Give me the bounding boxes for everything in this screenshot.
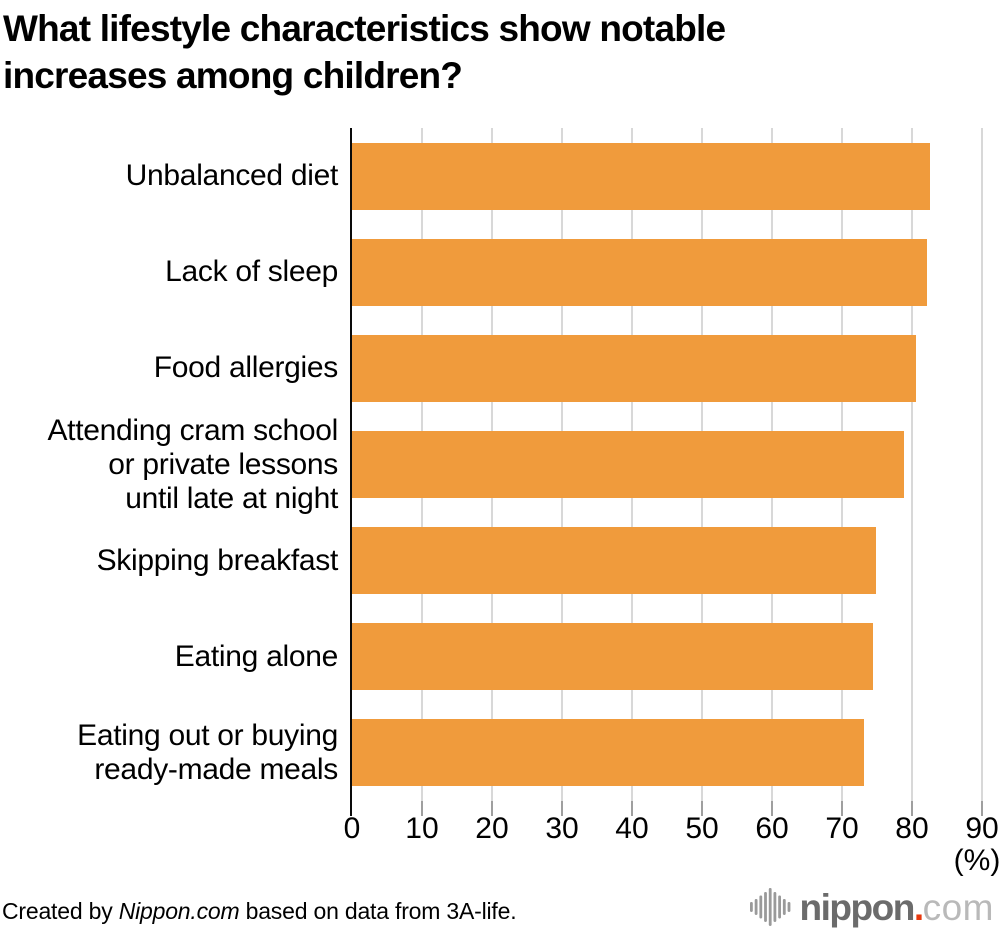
logo-red-dot: . (913, 886, 924, 928)
chart-title: What lifestyle characteristics show nota… (3, 8, 726, 96)
logo-wordmark: nippon. com (800, 889, 994, 926)
tick-mark (841, 801, 843, 816)
bar (352, 238, 928, 306)
tick-label: 40 (615, 812, 649, 845)
credit-suffix: based on data from 3A-life. (239, 898, 517, 924)
gridline (981, 128, 983, 801)
tick-mark (701, 801, 703, 816)
bar (352, 334, 917, 402)
tick-mark (560, 801, 563, 816)
bar (352, 142, 930, 210)
tick-label: 50 (685, 812, 719, 845)
category-label: Unbalanced diet (125, 159, 339, 193)
x-axis-ticks (352, 801, 983, 816)
x-axis-tick-labels: 0 10 20 30 40 50 60 70 80 90 (344, 812, 999, 846)
tick-mark (630, 801, 633, 816)
bar (352, 719, 864, 787)
logo-text-com: com (922, 886, 994, 928)
tick-label: 0 (343, 812, 361, 845)
tick-mark (910, 801, 913, 816)
category-label: Food allergies (153, 351, 339, 385)
tick-mark (981, 801, 983, 816)
tick-label: 20 (475, 812, 509, 845)
logo-text-nippon: nippon (799, 886, 916, 928)
bar (352, 431, 904, 498)
credit-prefix: Created by (2, 898, 119, 924)
category-label: Lack of sleep (165, 255, 338, 289)
gridline (910, 128, 913, 801)
category-label: Skipping breakfast (96, 543, 339, 577)
tick-label: 10 (405, 812, 439, 845)
category-label: Eating alone (174, 639, 339, 673)
tick-mark (420, 801, 423, 816)
plot-area (349, 128, 983, 816)
bar (352, 623, 873, 691)
x-axis-unit-label: (%) (953, 844, 1000, 877)
tick-label: 90 (965, 812, 999, 845)
nippon-logo: nippon. com (749, 882, 994, 932)
tick-label: 70 (825, 812, 859, 845)
tick-label: 80 (895, 812, 929, 845)
credit-line: Created by Nippon.com based on data from… (2, 898, 517, 925)
soundwave-logo-icon (749, 888, 790, 926)
credit-source: Nippon.com (118, 898, 240, 924)
tick-mark (490, 801, 493, 816)
tick-label: 30 (545, 812, 579, 845)
bar (352, 527, 876, 595)
category-labels: Unbalanced diet Lack of sleep Food allergi… (0, 128, 338, 801)
tick-label: 60 (755, 812, 789, 845)
category-label: Eating out or buying ready-made meals (77, 718, 338, 786)
tick-mark (770, 801, 773, 816)
category-label: Attending cram school or private lessons… (47, 413, 338, 515)
y-axis-line (349, 128, 352, 816)
